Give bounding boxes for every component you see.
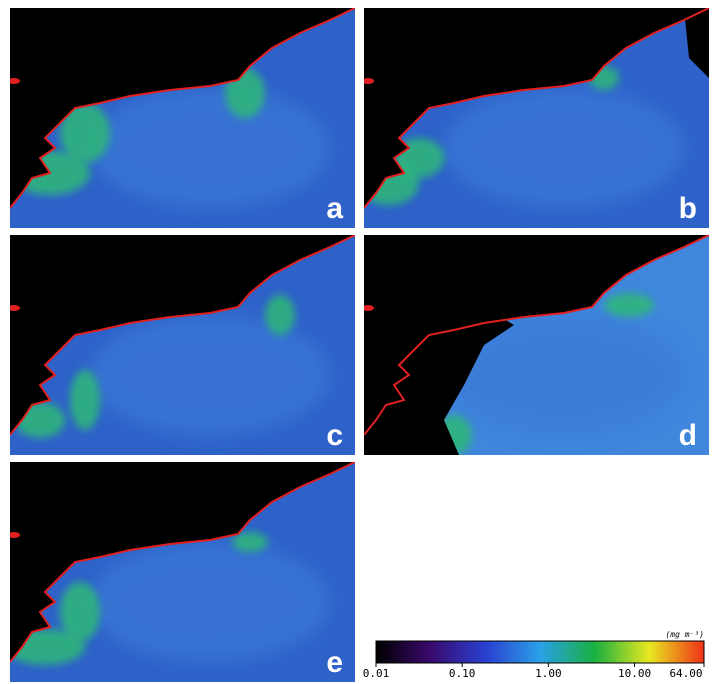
panel-image xyxy=(8,235,355,455)
panel-label: b xyxy=(679,192,697,225)
panel: a xyxy=(8,8,355,228)
figure: a b c d e (mg m⁻³) 0.01 0.10 1.00 10.00 64.00 xyxy=(0,0,712,684)
panel: c xyxy=(8,235,355,455)
island xyxy=(362,78,374,84)
colorbar-tick-label: 1.00 xyxy=(535,667,562,680)
turbid-patch xyxy=(70,370,100,430)
colorbar-unit: (mg m⁻³) xyxy=(665,630,704,639)
island xyxy=(8,305,20,311)
panel-label: c xyxy=(326,419,343,452)
panel-label: e xyxy=(326,646,343,679)
colorbar: (mg m⁻³) 0.01 0.10 1.00 10.00 64.00 xyxy=(363,630,704,680)
panel-image xyxy=(359,8,709,228)
panel-image xyxy=(362,235,709,455)
island xyxy=(8,78,20,84)
colorbar-tick-label: 0.10 xyxy=(449,667,476,680)
colorbar-tick-label: 10.00 xyxy=(618,667,651,680)
panel-label: a xyxy=(326,192,343,225)
colorbar-tick-label: 0.01 xyxy=(363,667,390,680)
panel: d xyxy=(362,235,709,455)
ocean-patch xyxy=(90,542,330,662)
ocean-patch xyxy=(90,315,330,435)
turbid-patch xyxy=(265,295,295,335)
panel: e xyxy=(5,462,355,682)
ocean-patch xyxy=(90,88,330,208)
panel-image xyxy=(5,462,355,682)
island xyxy=(362,305,374,311)
panel-image xyxy=(8,8,355,228)
colorbar-ramp xyxy=(376,641,704,663)
island xyxy=(8,532,20,538)
panel: b xyxy=(359,8,709,228)
turbid-patch xyxy=(60,582,100,642)
turbid-patch xyxy=(604,293,654,317)
ocean-patch xyxy=(444,88,684,208)
colorbar-tick-label: 64.00 xyxy=(669,667,702,680)
panel-label: d xyxy=(679,419,697,452)
